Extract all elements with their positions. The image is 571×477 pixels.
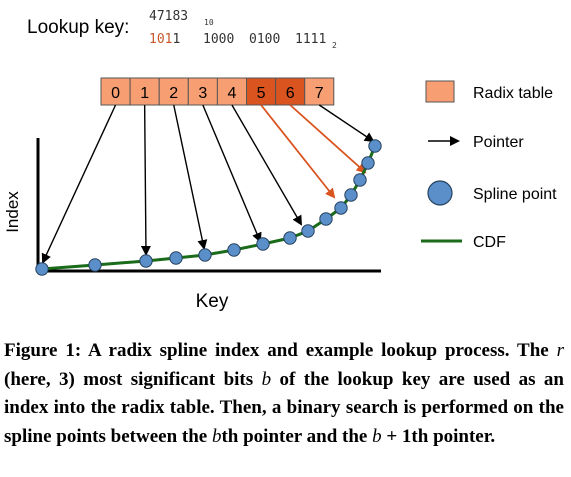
pointer-arrow [140,104,151,256]
lookup-key-group: 0100 [249,32,280,47]
pointer-arrow-highlighted [260,104,336,199]
spline-point [283,231,297,245]
pointer-arrow [173,104,208,250]
legend-cdf-label: CDF [473,234,506,251]
caption-text: + 1th pointer. [381,425,496,447]
lookup-key-binary: 1011 1000 0100 1111 [149,32,326,47]
spline-point [139,254,153,268]
lookup-key-decimal: 47183 [149,9,188,24]
spline-point [344,188,358,202]
spline-point [353,173,367,187]
radix-table-cell-label: 3 [198,85,207,102]
spline-point [227,243,241,257]
lookup-key-msb: 101 [149,32,172,47]
y-axis-label: Index [3,191,22,233]
spline-point [198,248,212,262]
spline-point [361,156,375,170]
x-axis-label: Key [196,291,229,312]
lookup-key-group: 1111 [295,32,326,47]
lookup-key-label: Lookup key: [27,17,129,38]
legend-radix-table-label: Radix table [473,85,553,102]
radix-table-cell-label: 6 [286,85,295,102]
spline-point [368,139,382,153]
spline-point [334,201,348,215]
lookup-key-group: 1000 [203,32,234,47]
legend-pointer-label: Pointer [473,134,524,151]
spline-point [35,262,49,276]
caption-var-r: r [556,340,564,361]
spline-point [169,251,183,265]
radix-table-cell-label: 2 [169,85,178,102]
lookup-key-bit: 1 [172,32,180,47]
lookup-key-decimal-base: 10 [204,18,214,27]
caption-var-b: b [372,425,382,447]
pointer-arrow [41,104,117,264]
spline-point [319,212,333,226]
radix-table-cell [304,77,335,106]
radix-table: 0 1 2 3 4 5 6 7 [100,77,335,106]
radix-table-cell-label: 0 [111,85,120,102]
legend-spline-point-label: Spline point [473,186,557,203]
radix-table-cell [246,77,277,106]
spline-points [35,139,382,276]
caption-text: of the lookup key are used as an index i… [4,368,564,447]
spline-point [88,258,102,272]
radix-table-cell [100,77,131,106]
spline-point [301,224,315,238]
caption-text: (here, 3) most significant bits [4,368,262,390]
pointer-arrow-highlighted [289,104,367,174]
radix-table-cell-label: 7 [315,85,324,102]
caption-var-b: b [211,425,222,447]
legend-spline-point-marker [427,180,453,206]
spline-point [256,237,270,251]
pointer-arrow [202,104,262,243]
radix-table-cell-label: 5 [257,85,266,102]
caption-var-b: b [261,368,272,390]
caption-text: th pointer and the [221,425,373,447]
pointer-arrow [231,104,303,226]
pointer-arrows [41,104,375,264]
caption-text: Figure 1: A radix spline index and examp… [4,340,557,361]
radix-table-cell-label: 4 [227,85,236,102]
figure-caption: Figure 1: A radix spline index and examp… [4,337,564,451]
legend: Radix table Pointer Spline point CDF [421,80,557,251]
radix-spline-figure: Lookup key: 47183 10 1011 1000 0100 1111… [3,9,557,312]
radix-table-cell-label: 1 [140,85,149,102]
lookup-key-binary-base: 2 [332,41,337,50]
legend-radix-table-swatch [425,80,455,103]
pointer-arrow [318,104,375,143]
